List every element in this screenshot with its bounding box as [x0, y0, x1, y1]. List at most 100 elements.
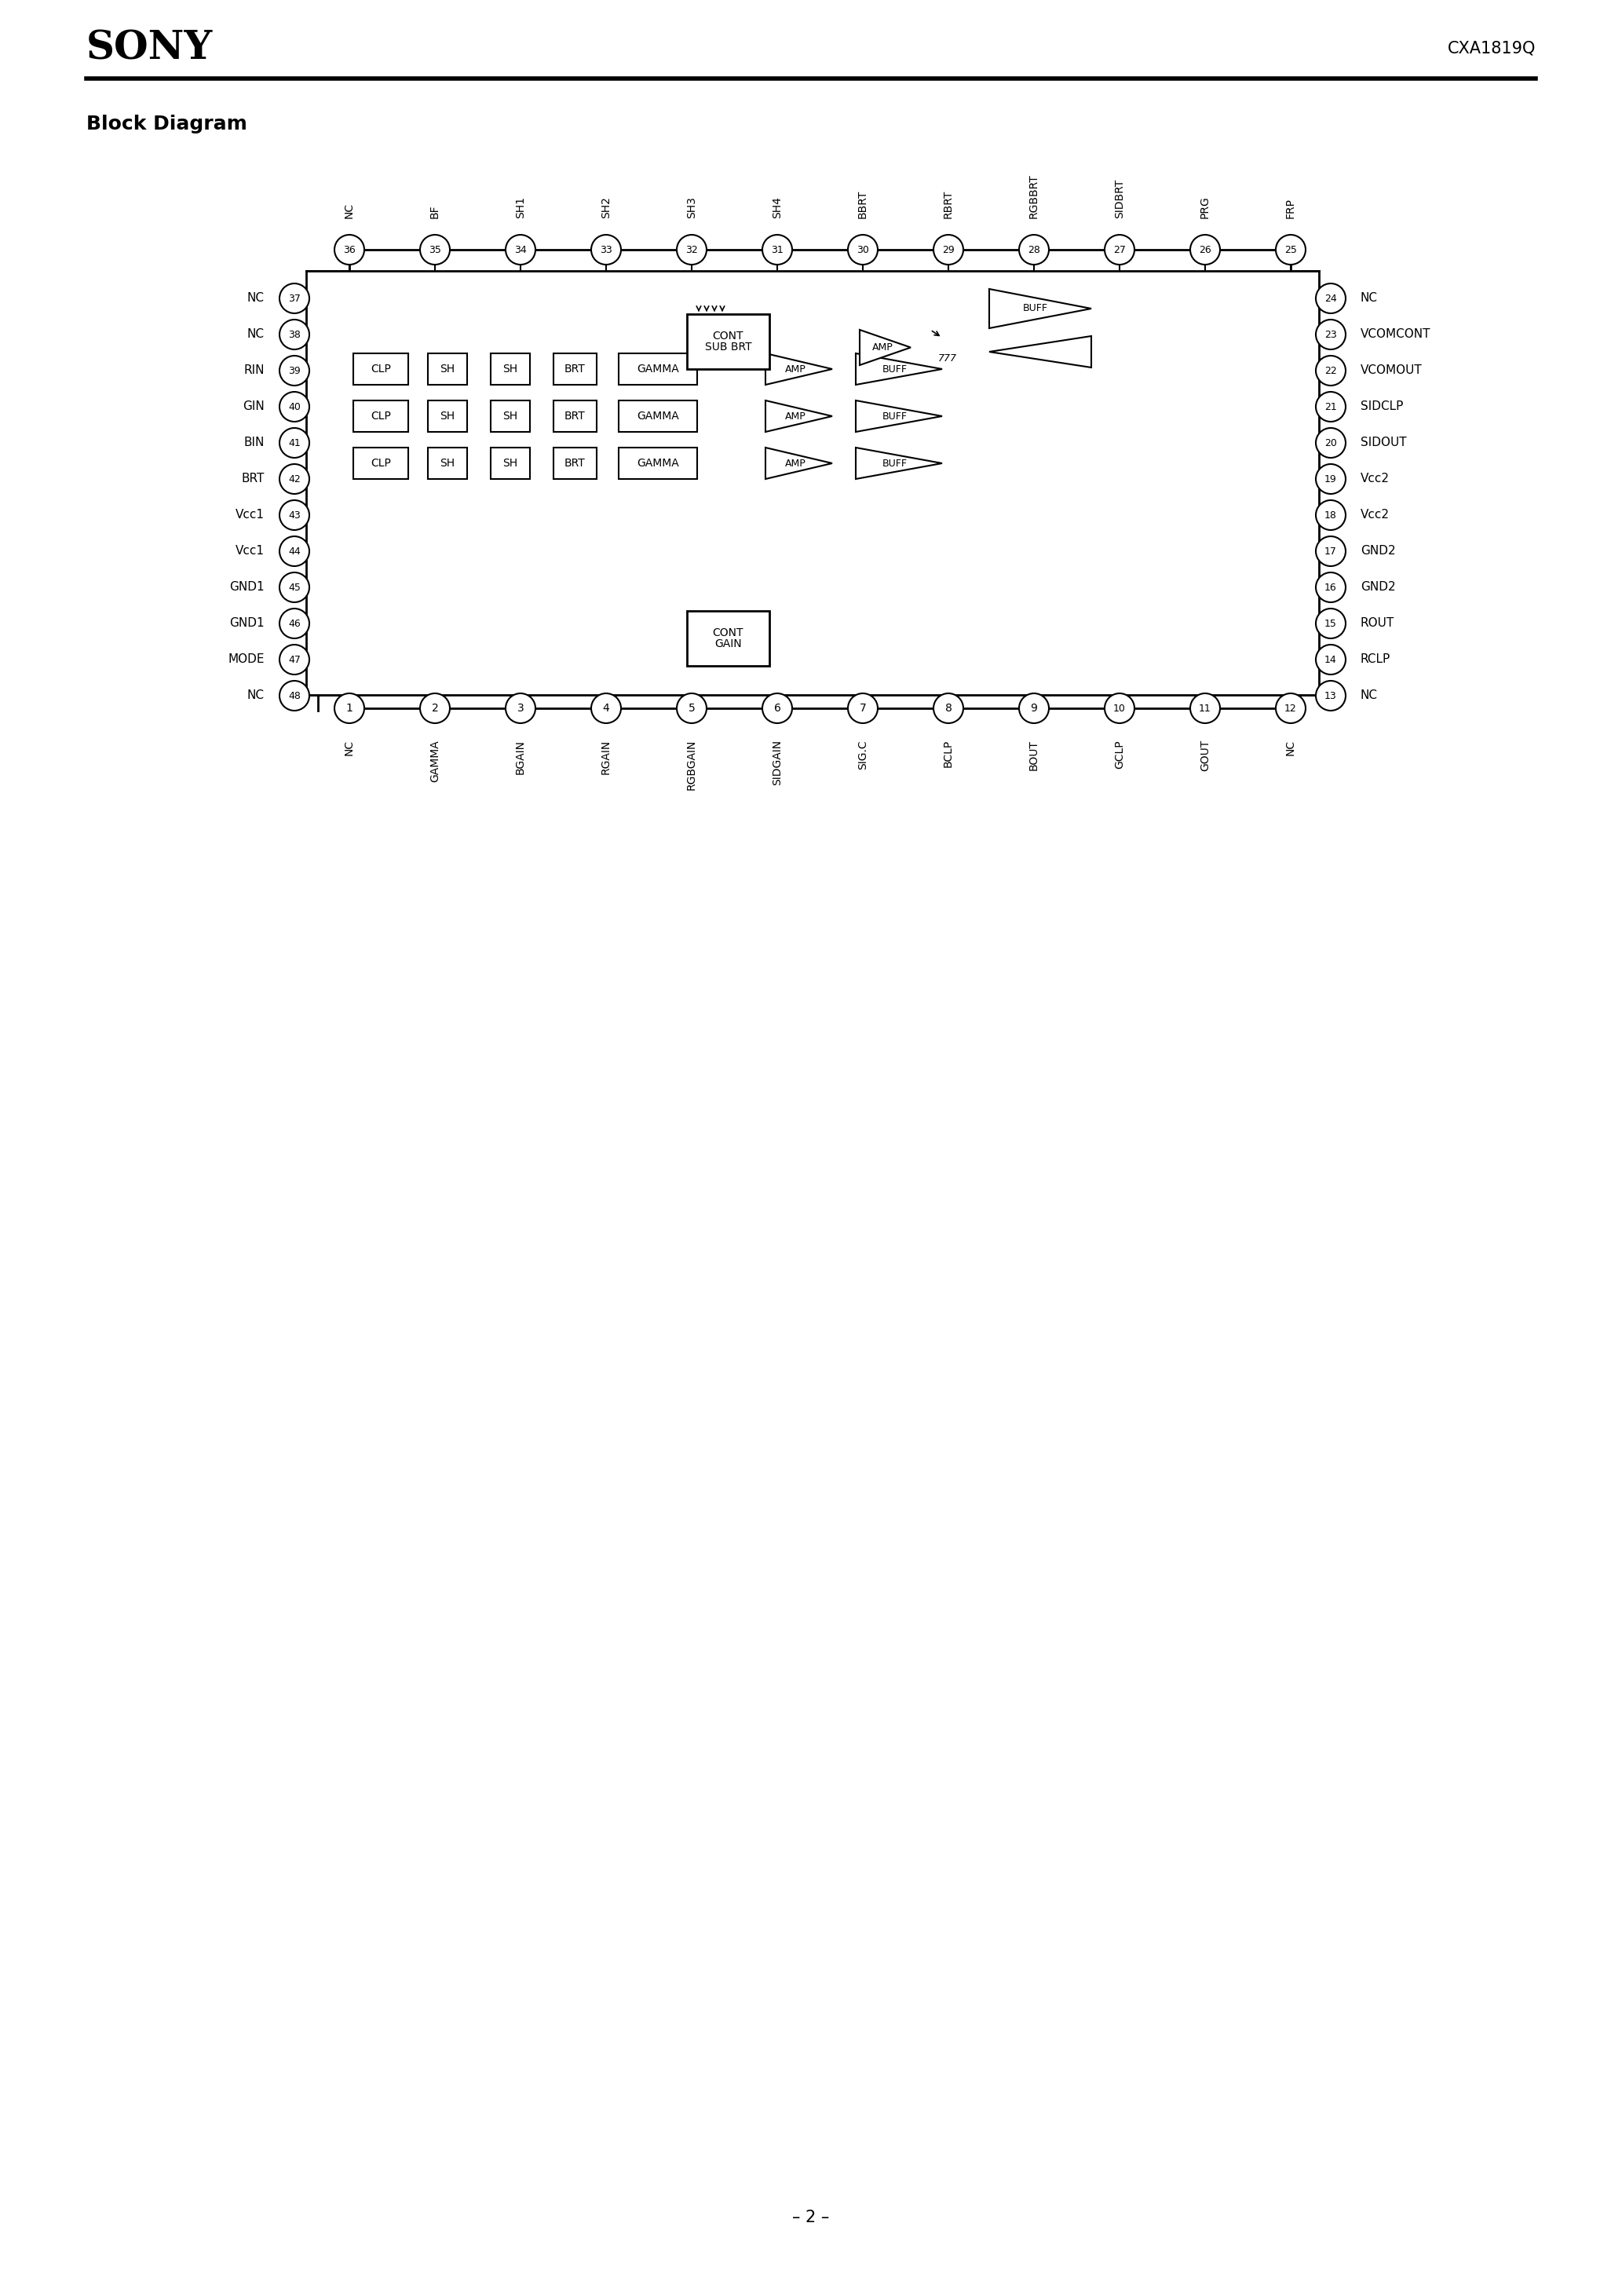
- Text: SIDGAIN: SIDGAIN: [772, 739, 783, 785]
- Bar: [688, 611, 769, 666]
- Text: BF: BF: [430, 204, 441, 218]
- Circle shape: [848, 234, 878, 264]
- Text: 8: 8: [946, 703, 952, 714]
- Text: 37: 37: [289, 294, 300, 303]
- Text: RGAIN: RGAIN: [600, 739, 611, 774]
- Text: 46: 46: [289, 618, 300, 629]
- Text: 777: 777: [938, 354, 957, 365]
- Text: BRT: BRT: [564, 363, 586, 374]
- Text: GND1: GND1: [230, 618, 264, 629]
- Bar: [491, 448, 530, 480]
- Text: Vcc1: Vcc1: [235, 510, 264, 521]
- Text: ROUT: ROUT: [1361, 618, 1395, 629]
- Text: BUFF: BUFF: [882, 411, 907, 420]
- Text: NC: NC: [247, 689, 264, 703]
- Text: 1: 1: [345, 703, 354, 714]
- Text: 26: 26: [1199, 246, 1212, 255]
- Text: – 2 –: – 2 –: [793, 2209, 829, 2225]
- Text: 24: 24: [1325, 294, 1337, 303]
- Circle shape: [934, 234, 963, 264]
- Text: FRP: FRP: [1285, 197, 1296, 218]
- Text: Vcc2: Vcc2: [1361, 473, 1390, 484]
- Text: AMP: AMP: [785, 411, 806, 420]
- Text: GIN: GIN: [243, 402, 264, 413]
- Text: 41: 41: [289, 439, 300, 448]
- Text: GAMMA: GAMMA: [637, 363, 680, 374]
- Circle shape: [279, 682, 310, 712]
- Circle shape: [676, 234, 707, 264]
- Text: 10: 10: [1113, 703, 1126, 714]
- Text: SH: SH: [440, 457, 456, 468]
- Text: GAIN: GAIN: [715, 638, 741, 650]
- Circle shape: [934, 693, 963, 723]
- Text: BBRT: BBRT: [858, 191, 868, 218]
- Text: 7: 7: [860, 703, 866, 714]
- Text: BRT: BRT: [564, 411, 586, 422]
- Bar: [553, 400, 597, 432]
- Circle shape: [279, 464, 310, 494]
- Text: 14: 14: [1325, 654, 1337, 666]
- Text: BRT: BRT: [564, 457, 586, 468]
- Text: 30: 30: [856, 246, 869, 255]
- Text: CONT: CONT: [712, 331, 743, 342]
- Circle shape: [762, 234, 792, 264]
- Text: GND1: GND1: [230, 581, 264, 592]
- Bar: [428, 354, 467, 386]
- Circle shape: [279, 608, 310, 638]
- Text: BRT: BRT: [242, 473, 264, 484]
- Text: BGAIN: BGAIN: [516, 739, 526, 774]
- Text: 31: 31: [770, 246, 783, 255]
- Circle shape: [279, 572, 310, 602]
- Text: CLP: CLP: [370, 363, 391, 374]
- Circle shape: [590, 693, 621, 723]
- Text: RCLP: RCLP: [1361, 654, 1390, 666]
- Circle shape: [1315, 608, 1346, 638]
- Circle shape: [279, 537, 310, 567]
- Text: Vcc1: Vcc1: [235, 546, 264, 558]
- Circle shape: [762, 693, 792, 723]
- Text: BOUT: BOUT: [1028, 739, 1040, 769]
- Text: AMP: AMP: [785, 459, 806, 468]
- Circle shape: [279, 393, 310, 422]
- Text: SIDCLP: SIDCLP: [1361, 402, 1403, 413]
- Circle shape: [1019, 234, 1049, 264]
- Text: 15: 15: [1325, 618, 1337, 629]
- Text: SH: SH: [503, 411, 517, 422]
- Text: 29: 29: [942, 246, 955, 255]
- Bar: [307, 271, 1319, 696]
- Bar: [428, 448, 467, 480]
- Text: NC: NC: [1361, 689, 1377, 703]
- Circle shape: [1277, 234, 1306, 264]
- Bar: [354, 354, 409, 386]
- Bar: [354, 400, 409, 432]
- Polygon shape: [766, 400, 832, 432]
- Text: 44: 44: [289, 546, 300, 556]
- Text: 23: 23: [1325, 328, 1337, 340]
- Text: MODE: MODE: [229, 654, 264, 666]
- Circle shape: [506, 234, 535, 264]
- Bar: [553, 354, 597, 386]
- Text: 34: 34: [514, 246, 527, 255]
- Circle shape: [1019, 693, 1049, 723]
- Text: GAMMA: GAMMA: [430, 739, 441, 783]
- Circle shape: [279, 501, 310, 530]
- Text: 16: 16: [1325, 583, 1337, 592]
- Text: SH2: SH2: [600, 197, 611, 218]
- Circle shape: [1315, 645, 1346, 675]
- Polygon shape: [856, 400, 942, 432]
- Text: GCLP: GCLP: [1114, 739, 1126, 769]
- Text: 20: 20: [1325, 439, 1337, 448]
- Text: GAMMA: GAMMA: [637, 411, 680, 422]
- Text: NC: NC: [247, 328, 264, 340]
- Text: GOUT: GOUT: [1200, 739, 1210, 771]
- Text: SONY: SONY: [86, 30, 212, 69]
- Text: BUFF: BUFF: [882, 459, 907, 468]
- Bar: [618, 354, 697, 386]
- Text: SIG.C: SIG.C: [858, 739, 868, 769]
- Polygon shape: [856, 448, 942, 480]
- Text: 35: 35: [428, 246, 441, 255]
- Text: CONT: CONT: [712, 627, 743, 638]
- Circle shape: [506, 693, 535, 723]
- Text: AMP: AMP: [873, 342, 894, 354]
- Circle shape: [334, 693, 365, 723]
